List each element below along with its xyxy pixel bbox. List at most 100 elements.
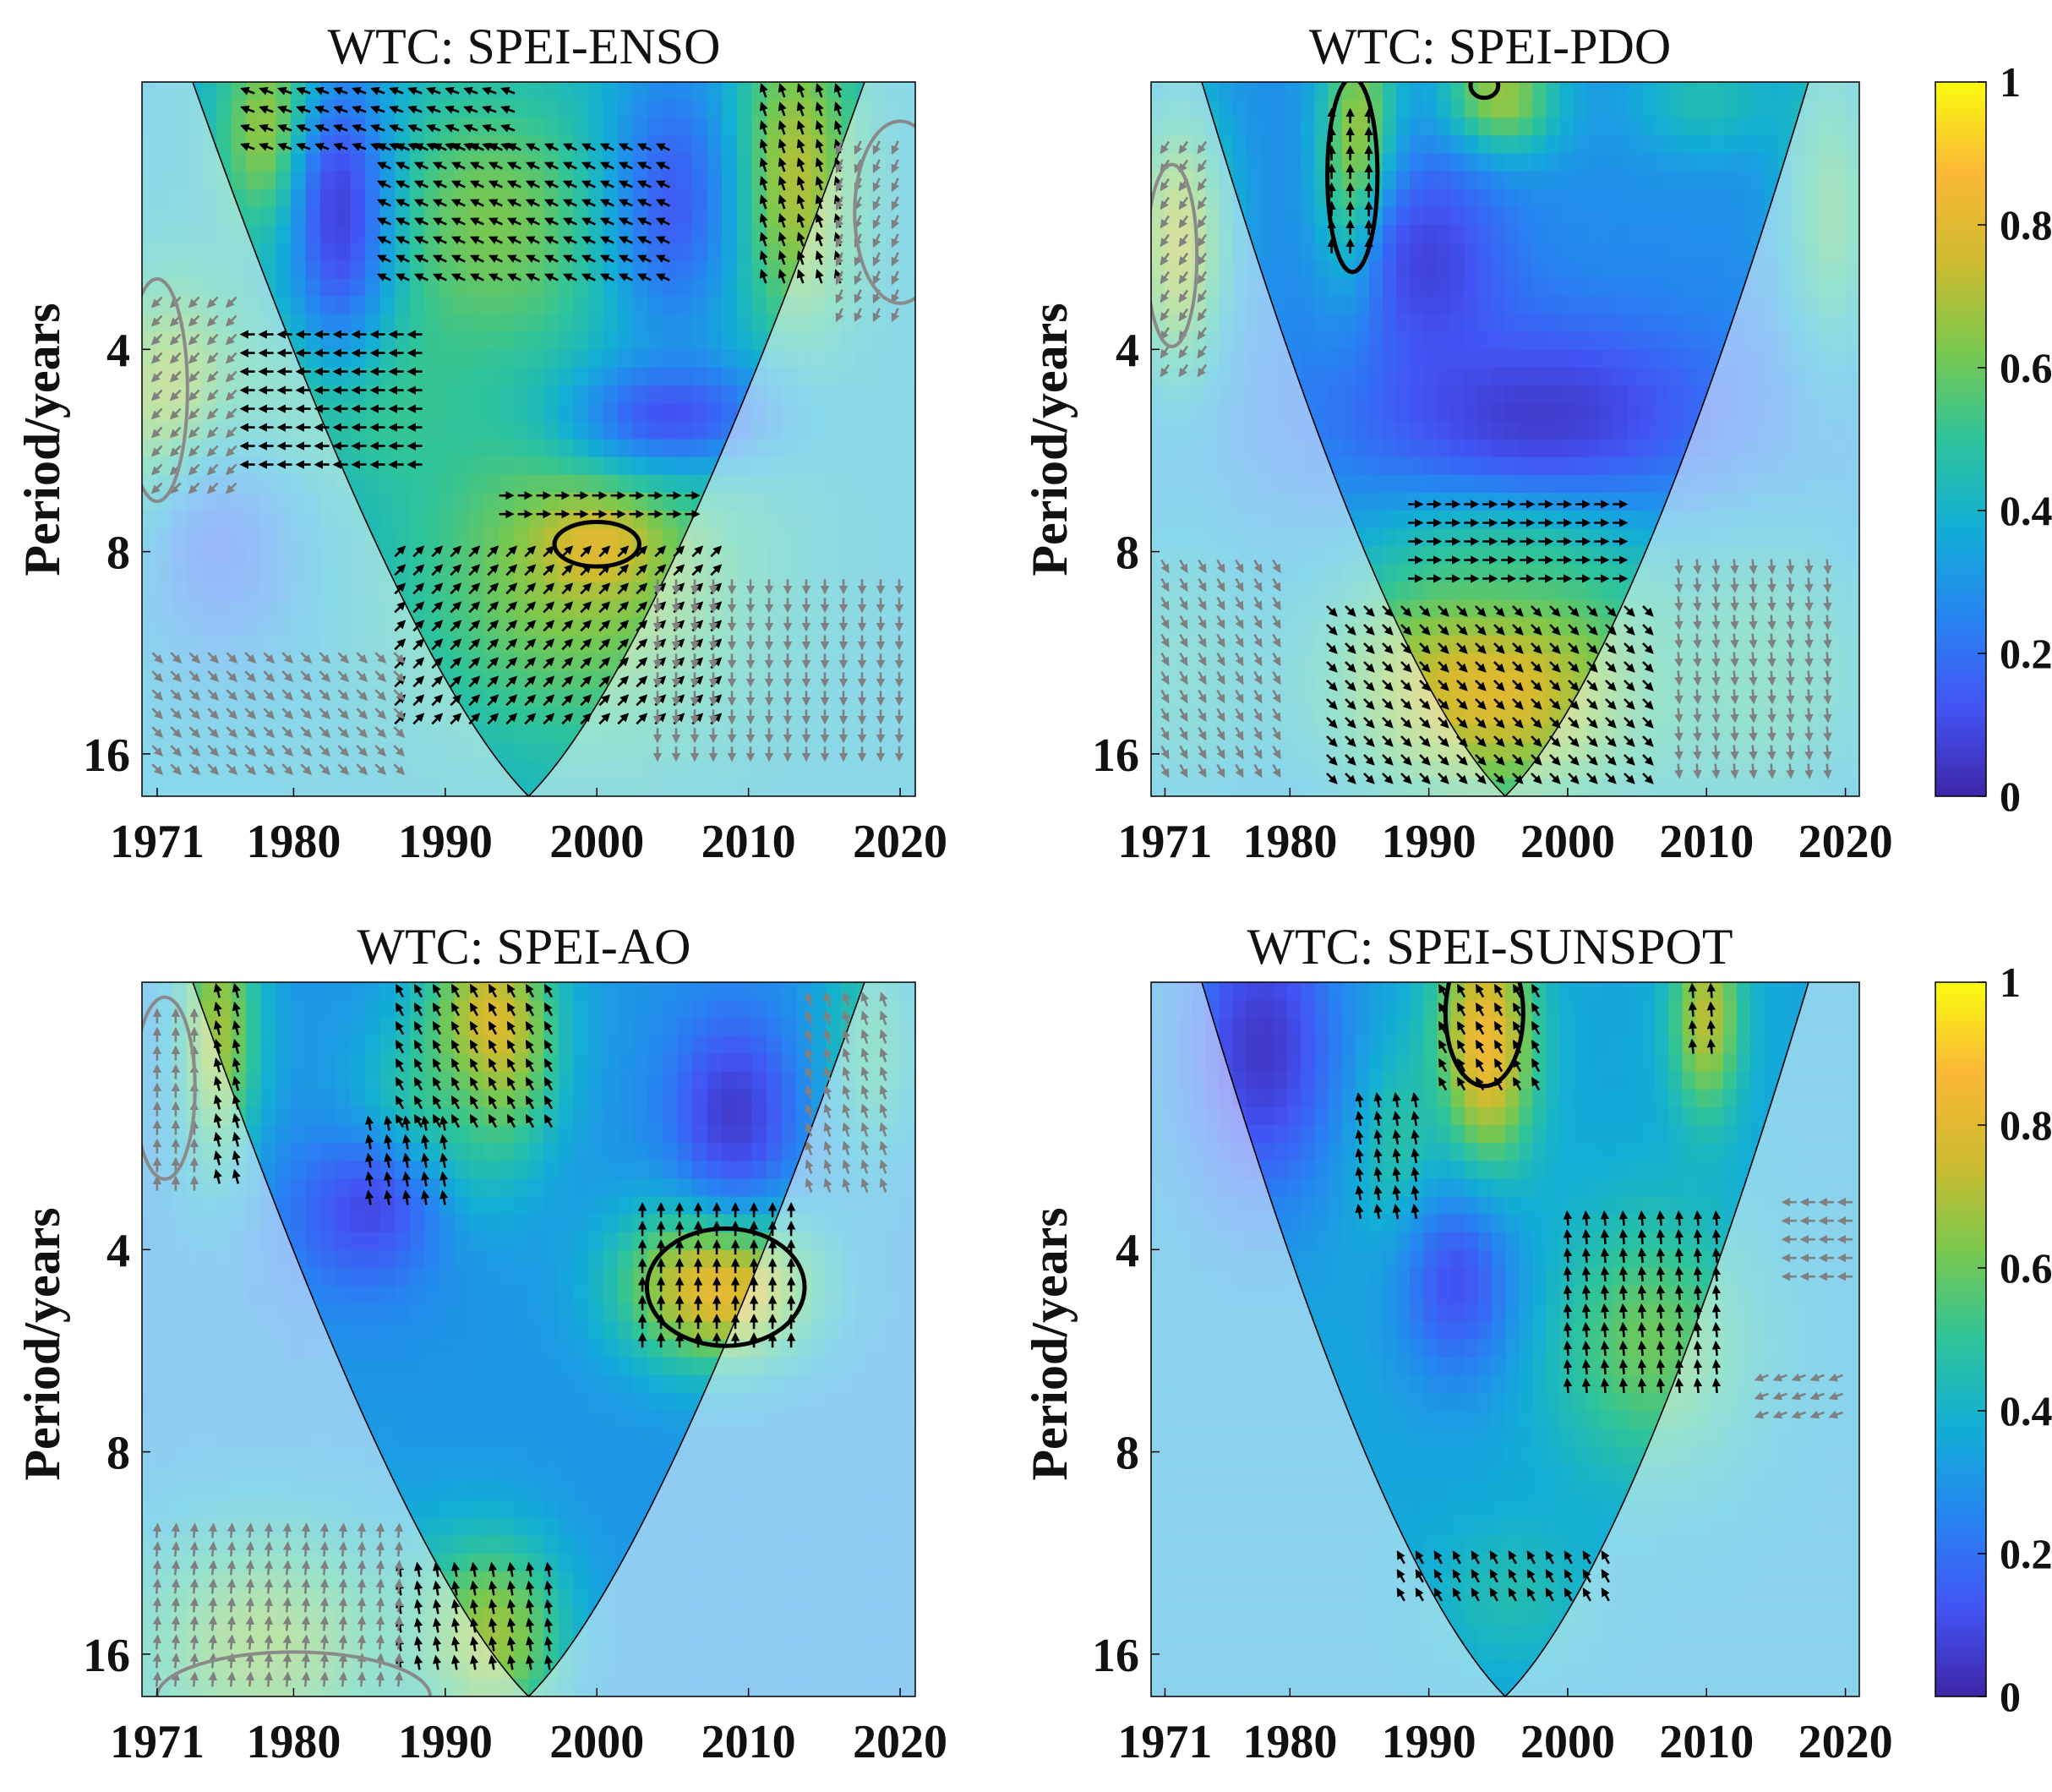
heatmap-cell: [1423, 635, 1438, 654]
heatmap-cell: [1546, 153, 1561, 172]
heatmap-cell: [469, 296, 485, 315]
phase-arrow: [482, 123, 497, 133]
heatmap-cell: [1546, 171, 1561, 190]
heatmap-cell: [1559, 456, 1574, 476]
heatmap-cell: [1287, 188, 1302, 208]
heatmap-cell: [603, 456, 619, 476]
heatmap-cell: [707, 243, 723, 262]
heatmap-cell: [1600, 456, 1615, 476]
heatmap-cell: [1477, 403, 1493, 423]
heatmap-cell: [603, 403, 619, 423]
phase-arrow: [581, 180, 596, 188]
heatmap-cell: [1586, 296, 1602, 315]
heatmap-cell: [543, 439, 559, 458]
phase-arrow: [636, 217, 652, 226]
heatmap-cell: [1491, 671, 1506, 691]
heatmap-cell: [632, 368, 649, 386]
phase-arrow: [314, 105, 330, 114]
heatmap-cell: [587, 385, 604, 405]
heatmap-cell: [1232, 171, 1247, 190]
heatmap-cell: [618, 117, 634, 137]
heatmap-cell: [424, 617, 440, 636]
heatmap-cell: [1274, 243, 1288, 262]
heatmap-cell: [587, 260, 604, 280]
heatmap-cell: [1396, 368, 1411, 386]
heatmap-cell: [1396, 349, 1411, 369]
heatmap-cell: [1423, 260, 1438, 280]
heatmap-cell: [662, 260, 679, 280]
heatmap-cell: [1682, 349, 1697, 369]
heatmap-cell: [587, 243, 604, 262]
heatmap-cell: [1477, 368, 1493, 386]
heatmap-cell: [469, 528, 485, 548]
heatmap-cell: [1695, 153, 1711, 172]
heatmap-cell: [1423, 100, 1438, 119]
heatmap-cell: [1546, 582, 1561, 601]
heatmap-cell: [558, 385, 575, 405]
phase-arrow: [259, 105, 274, 114]
heatmap-cell: [469, 474, 485, 494]
phase-arrow: [432, 180, 447, 188]
heatmap-cell: [1655, 296, 1670, 315]
heatmap-cell: [1668, 100, 1684, 119]
heatmap-cell: [1532, 368, 1547, 386]
heatmap-cell: [587, 653, 604, 672]
heatmap-cell: [1437, 421, 1452, 440]
heatmap-cell: [1641, 511, 1656, 529]
heatmap-cell: [1314, 225, 1329, 243]
heatmap-cell: [1450, 528, 1465, 548]
heatmap-cell: [499, 314, 515, 333]
heatmap-cell: [1505, 635, 1520, 654]
heatmap-cell: [558, 707, 575, 726]
heatmap-cell: [454, 153, 470, 172]
heatmap-cell: [499, 349, 515, 369]
heatmap-cell: [1750, 188, 1765, 208]
heatmap-cell: [439, 171, 456, 190]
heatmap-cell: [1519, 368, 1534, 386]
heatmap-cell: [1709, 206, 1724, 226]
heatmap-cell: [1655, 349, 1670, 369]
heatmap-cell: [1559, 511, 1574, 529]
heatmap-cell: [364, 188, 381, 208]
heatmap-cell: [499, 617, 515, 636]
heatmap-cell: [1532, 689, 1547, 708]
heatmap-cell: [483, 456, 500, 476]
heatmap-cell: [290, 225, 307, 243]
heatmap-cell: [1491, 385, 1506, 405]
heatmap-cell: [662, 368, 679, 386]
heatmap-cell: [1709, 314, 1724, 333]
heatmap-cell: [1573, 349, 1588, 369]
heatmap-cell: [1573, 403, 1588, 423]
heatmap-cell: [439, 368, 456, 386]
heatmap-cell: [1668, 188, 1684, 208]
heatmap-cell: [1464, 278, 1479, 298]
phase-arrow: [469, 161, 484, 170]
heatmap-cell: [469, 511, 485, 529]
heatmap-cell: [1628, 421, 1642, 440]
heatmap-cell: [1464, 546, 1479, 565]
heatmap-cell: [1586, 421, 1602, 440]
heatmap-cell: [1505, 671, 1520, 691]
heatmap-cell: [1600, 135, 1615, 155]
heatmap-cell: [543, 296, 559, 315]
heatmap-cell: [677, 439, 693, 458]
panel-title: WTC: SPEI-ENSO: [328, 19, 721, 74]
heatmap-cell: [528, 564, 544, 583]
heatmap-cell: [1382, 135, 1397, 155]
phase-arrow: [259, 86, 274, 96]
heatmap-cell: [409, 546, 426, 565]
heatmap-cell: [543, 653, 559, 672]
heatmap-cell: [722, 243, 738, 262]
heatmap-cell: [767, 117, 783, 137]
heatmap-cell: [379, 421, 396, 440]
panel-spei-pdo: WTC: SPEI-PDO Period/years 1971 1980 199…: [1022, 19, 1893, 868]
phase-arrow: [488, 143, 503, 151]
phase-arrow: [395, 199, 410, 207]
heatmap-cell: [1628, 100, 1642, 119]
heatmap-cell: [439, 599, 456, 619]
heatmap-cell: [1505, 582, 1520, 601]
heatmap-cell: [618, 617, 634, 636]
heatmap-cell: [1437, 474, 1452, 494]
phase-arrow: [376, 217, 391, 226]
heatmap-cell: [1314, 349, 1329, 369]
